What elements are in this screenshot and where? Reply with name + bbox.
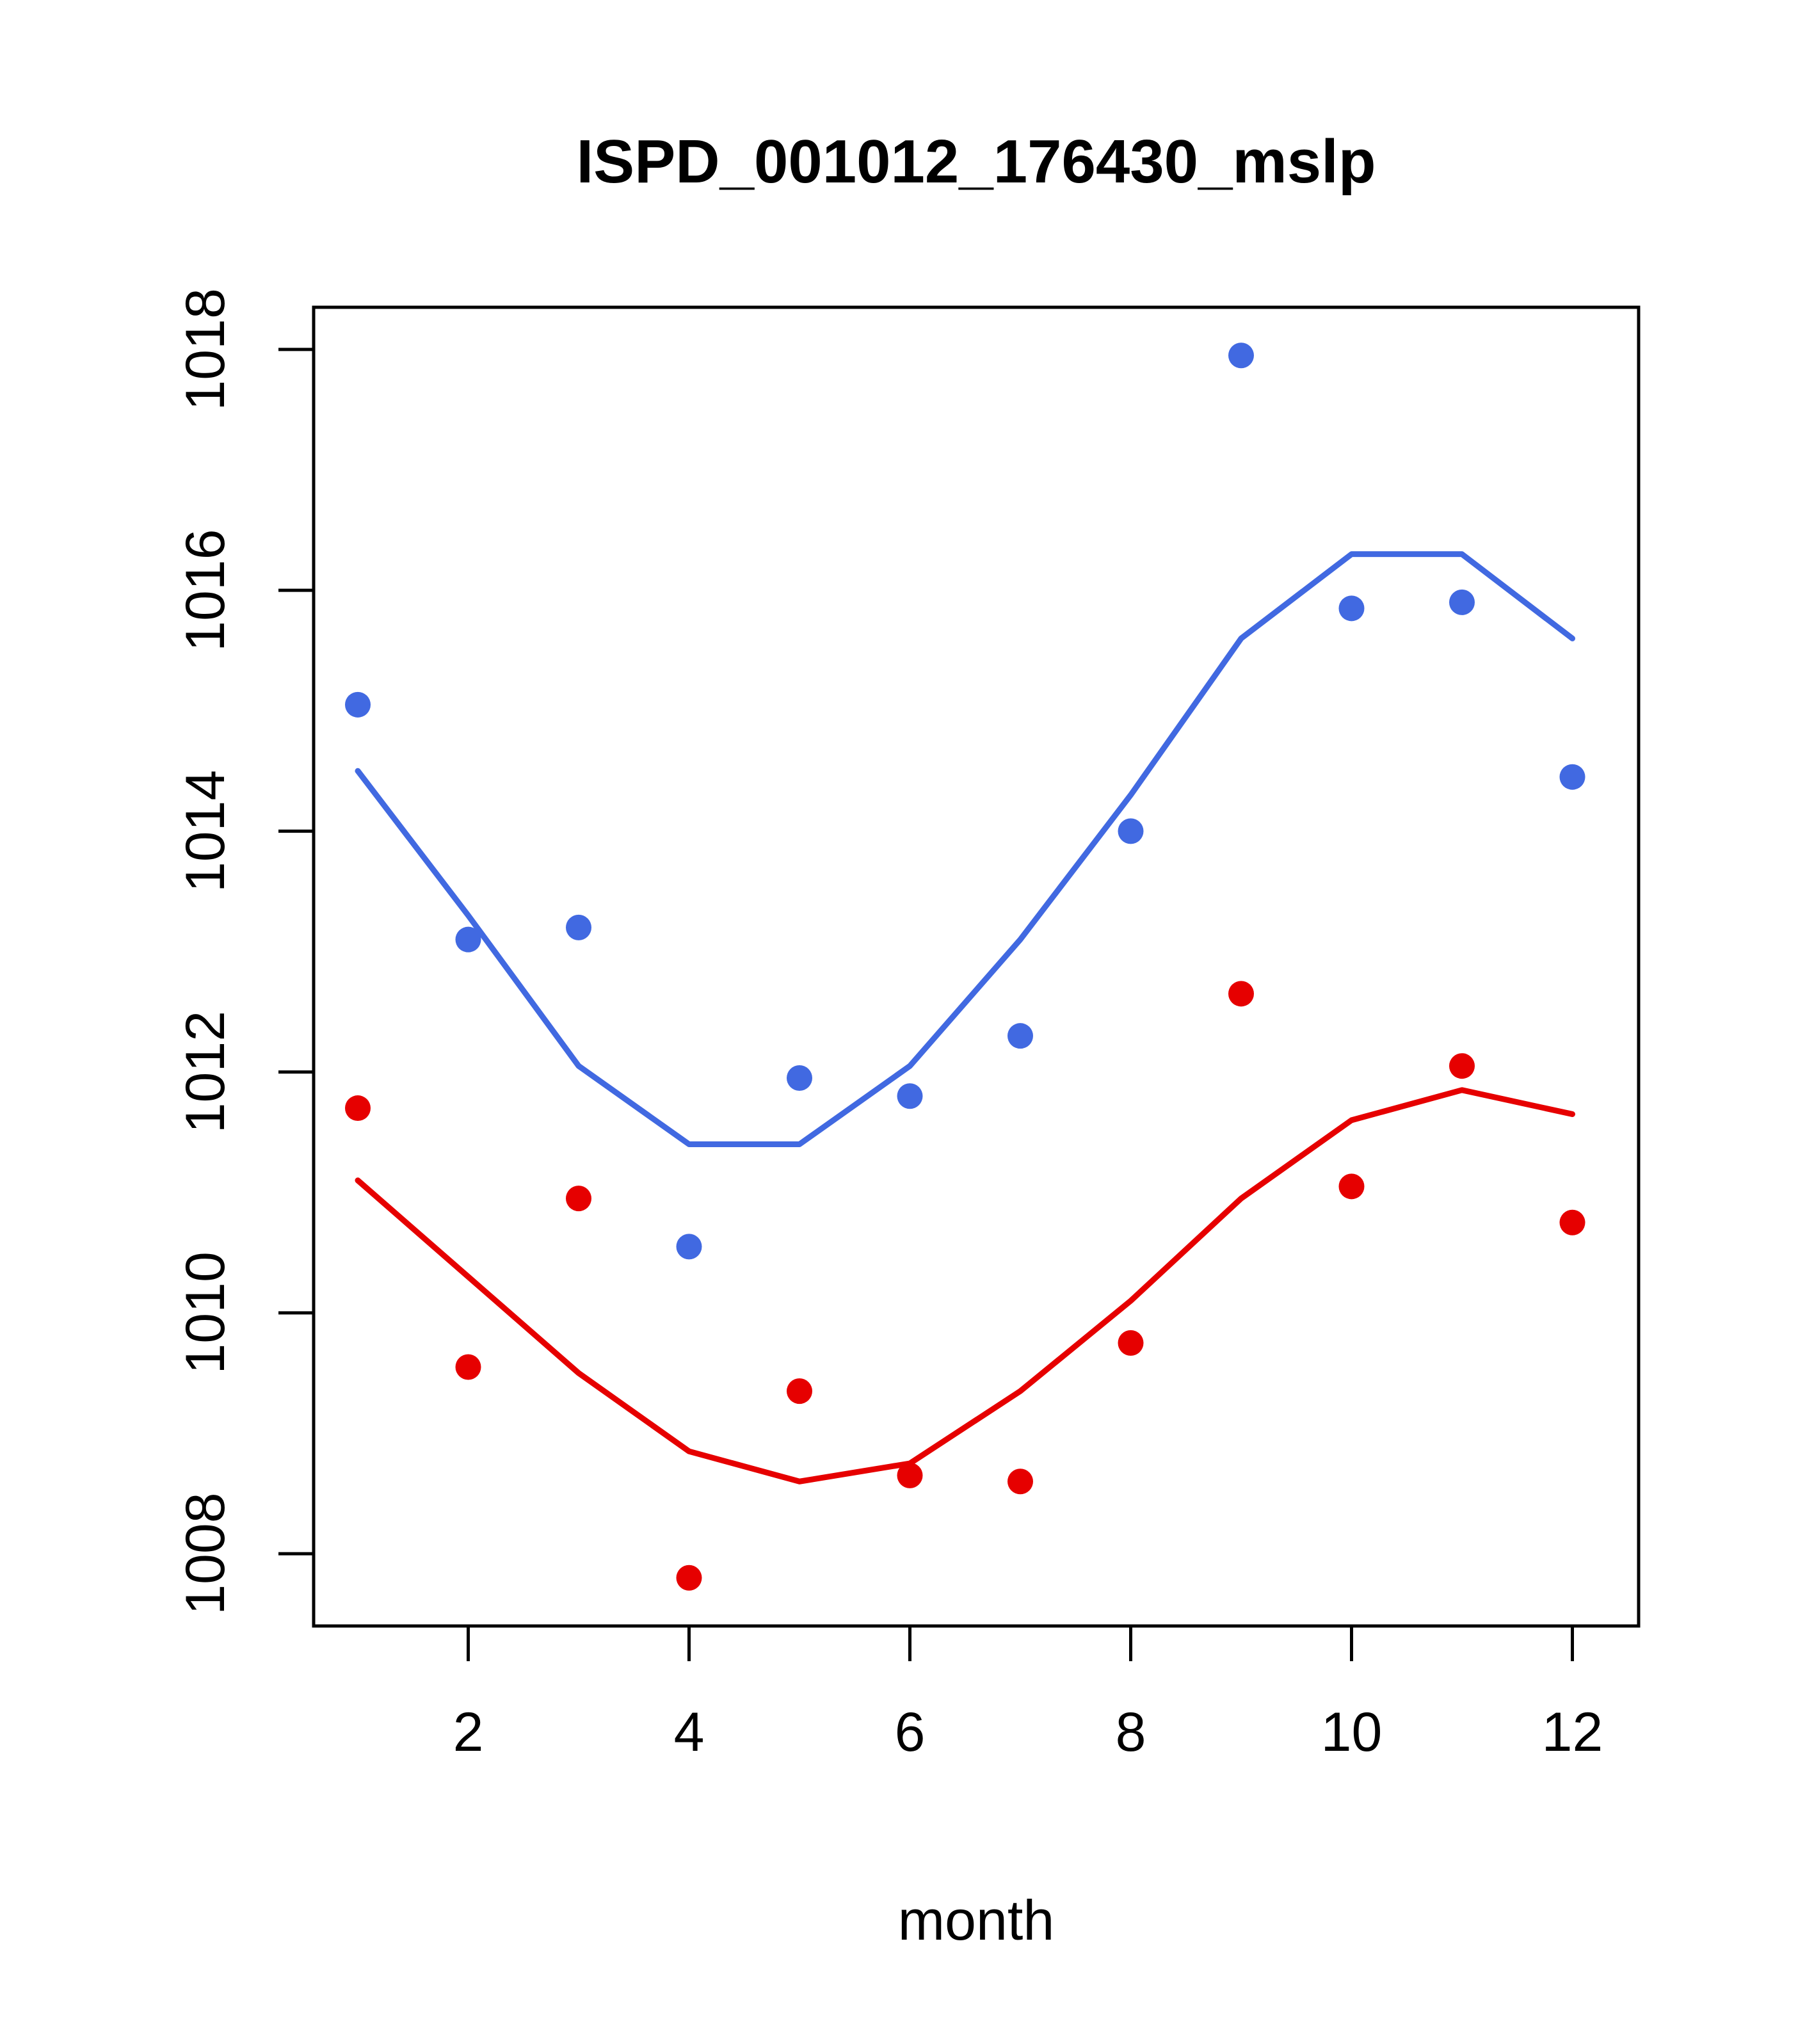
x-tick-label: 2 <box>453 1702 484 1763</box>
red-series-point <box>787 1378 812 1404</box>
red-series-point <box>676 1565 702 1591</box>
blue-series-point <box>1007 1023 1033 1049</box>
red-series-point <box>345 1095 371 1122</box>
x-tick-label: 6 <box>895 1702 926 1763</box>
red-series-point <box>455 1354 481 1380</box>
plot-border <box>312 305 1641 1628</box>
y-tick-label: 1018 <box>175 288 236 410</box>
blue-series-point <box>1449 589 1475 615</box>
blue-series-point <box>1228 342 1254 369</box>
red-series-point <box>1228 981 1254 1007</box>
blue-series-point <box>455 926 481 953</box>
x-tick-label: 4 <box>674 1702 705 1763</box>
blue-series-point <box>787 1065 812 1091</box>
y-tick-label: 1014 <box>175 770 236 892</box>
blue-series-point <box>566 914 591 940</box>
red-series-trend-line <box>355 1087 1575 1485</box>
blue-series-point <box>1338 595 1365 622</box>
x-tick-label: 8 <box>1116 1702 1146 1763</box>
y-tick-label: 1012 <box>175 1011 236 1133</box>
red-series-point <box>1007 1469 1033 1495</box>
x-tick-label: 12 <box>1542 1702 1603 1763</box>
blue-series-point <box>676 1234 702 1260</box>
x-axis-label: month <box>898 1888 1055 1952</box>
chart-title: ISPD_001012_176430_mslp <box>577 127 1376 196</box>
y-tick-label: 1010 <box>175 1251 236 1374</box>
red-series-point <box>1338 1173 1365 1200</box>
red-series-point <box>566 1186 591 1212</box>
blue-series-point <box>1118 818 1144 844</box>
y-tick-label: 1008 <box>175 1492 236 1614</box>
red-series-point <box>1449 1053 1475 1079</box>
blue-series-trend-line <box>355 551 1575 1147</box>
blue-series-point <box>345 691 371 718</box>
red-series-point <box>897 1462 923 1488</box>
blue-series-point <box>1559 764 1585 790</box>
x-tick-label: 10 <box>1321 1702 1383 1763</box>
red-series-point <box>1559 1209 1585 1235</box>
blue-series-point <box>897 1083 923 1109</box>
red-series-point <box>1118 1330 1144 1356</box>
y-tick-label: 1016 <box>175 529 236 651</box>
